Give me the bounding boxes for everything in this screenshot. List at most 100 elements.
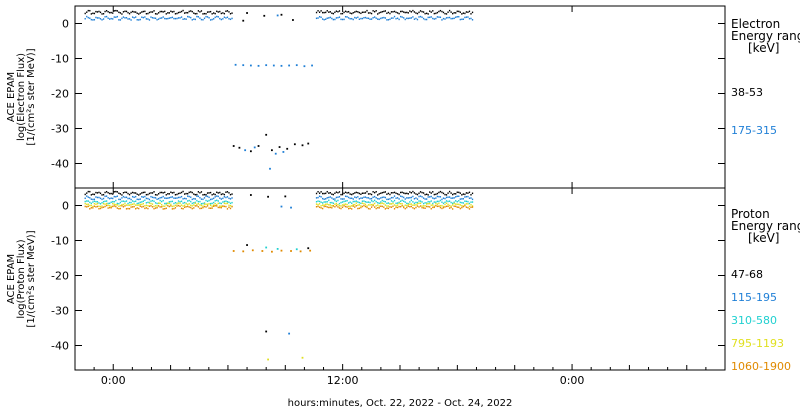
data-point bbox=[389, 18, 391, 21]
data-point bbox=[453, 17, 455, 20]
data-point bbox=[452, 193, 454, 196]
data-point bbox=[430, 207, 432, 210]
data-point bbox=[398, 201, 400, 204]
data-point bbox=[105, 9, 108, 12]
data-point bbox=[150, 16, 152, 18]
data-point bbox=[338, 16, 341, 18]
data-point bbox=[401, 195, 403, 198]
data-point bbox=[349, 193, 351, 195]
data-point bbox=[170, 196, 172, 199]
data-point bbox=[459, 18, 461, 21]
data-point bbox=[352, 203, 354, 206]
data-point bbox=[86, 200, 88, 202]
data-point bbox=[119, 193, 122, 195]
data-point bbox=[133, 196, 135, 199]
data-point bbox=[223, 205, 226, 208]
data-point bbox=[105, 15, 108, 18]
data-point bbox=[144, 207, 146, 210]
data-point bbox=[142, 10, 144, 13]
data-point bbox=[267, 358, 269, 361]
data-point bbox=[188, 191, 190, 194]
data-point bbox=[340, 205, 342, 207]
data-point bbox=[118, 198, 120, 201]
data-point bbox=[168, 17, 170, 19]
data-point bbox=[89, 201, 91, 204]
data-point bbox=[344, 200, 347, 202]
data-point bbox=[174, 201, 177, 204]
data-point bbox=[442, 205, 445, 208]
data-point bbox=[183, 12, 186, 14]
data-point bbox=[165, 197, 167, 200]
data-point bbox=[445, 202, 448, 204]
data-point bbox=[90, 194, 92, 196]
data-point bbox=[147, 12, 149, 15]
data-point bbox=[380, 202, 382, 205]
data-point bbox=[107, 202, 109, 205]
data-point bbox=[197, 200, 200, 203]
data-point bbox=[395, 192, 397, 195]
data-point bbox=[84, 12, 86, 15]
data-point bbox=[115, 190, 117, 193]
data-point bbox=[167, 204, 169, 207]
data-point bbox=[193, 12, 195, 14]
data-point bbox=[118, 19, 120, 21]
data-point bbox=[194, 198, 196, 200]
data-point bbox=[439, 16, 442, 19]
data-point bbox=[465, 195, 468, 198]
data-point bbox=[151, 206, 154, 208]
data-point bbox=[467, 200, 469, 203]
data-point bbox=[154, 202, 157, 204]
data-point bbox=[214, 200, 216, 202]
data-point bbox=[112, 202, 114, 205]
data-point bbox=[89, 9, 91, 12]
data-point bbox=[386, 205, 388, 207]
data-point bbox=[253, 146, 256, 149]
data-point bbox=[309, 249, 312, 252]
data-point bbox=[436, 11, 439, 14]
data-point bbox=[159, 10, 161, 13]
data-point bbox=[87, 9, 89, 12]
data-point bbox=[396, 206, 399, 209]
data-point bbox=[360, 193, 362, 196]
data-point bbox=[125, 17, 128, 19]
data-point bbox=[355, 17, 357, 19]
data-point bbox=[450, 201, 452, 204]
data-point bbox=[159, 206, 161, 208]
data-point bbox=[98, 10, 100, 13]
data-point bbox=[400, 205, 402, 208]
data-point bbox=[197, 195, 200, 198]
data-point bbox=[372, 16, 374, 19]
data-point bbox=[301, 144, 304, 147]
data-point bbox=[444, 201, 446, 204]
data-point bbox=[439, 204, 442, 207]
electron-y-ticks: 0 -10 -20 -30 -40 bbox=[51, 18, 725, 171]
data-point bbox=[400, 10, 402, 13]
data-point bbox=[458, 206, 460, 209]
data-point bbox=[220, 202, 222, 205]
data-point bbox=[206, 200, 209, 203]
data-point bbox=[322, 197, 324, 200]
data-point bbox=[128, 207, 131, 210]
data-point bbox=[470, 13, 472, 15]
data-point bbox=[358, 18, 361, 20]
y-tick-label: -40 bbox=[51, 340, 69, 353]
data-point bbox=[467, 11, 469, 13]
data-point bbox=[381, 10, 383, 13]
data-point bbox=[317, 196, 319, 199]
data-point bbox=[173, 197, 175, 199]
data-point bbox=[193, 207, 195, 209]
data-point bbox=[191, 202, 193, 205]
data-point bbox=[395, 17, 397, 20]
data-point bbox=[131, 206, 134, 208]
data-point bbox=[200, 198, 203, 200]
data-point bbox=[346, 206, 348, 208]
data-point bbox=[217, 16, 219, 18]
data-point bbox=[110, 206, 112, 209]
electron-panel: 0 -10 -20 -30 -40 ACE EPAM log(Electron Flux… bbox=[6, 5, 800, 189]
data-point bbox=[455, 16, 457, 19]
data-point bbox=[200, 10, 203, 12]
data-point bbox=[427, 16, 429, 19]
data-point bbox=[462, 193, 465, 195]
data-point bbox=[335, 191, 338, 193]
data-point bbox=[222, 197, 224, 200]
